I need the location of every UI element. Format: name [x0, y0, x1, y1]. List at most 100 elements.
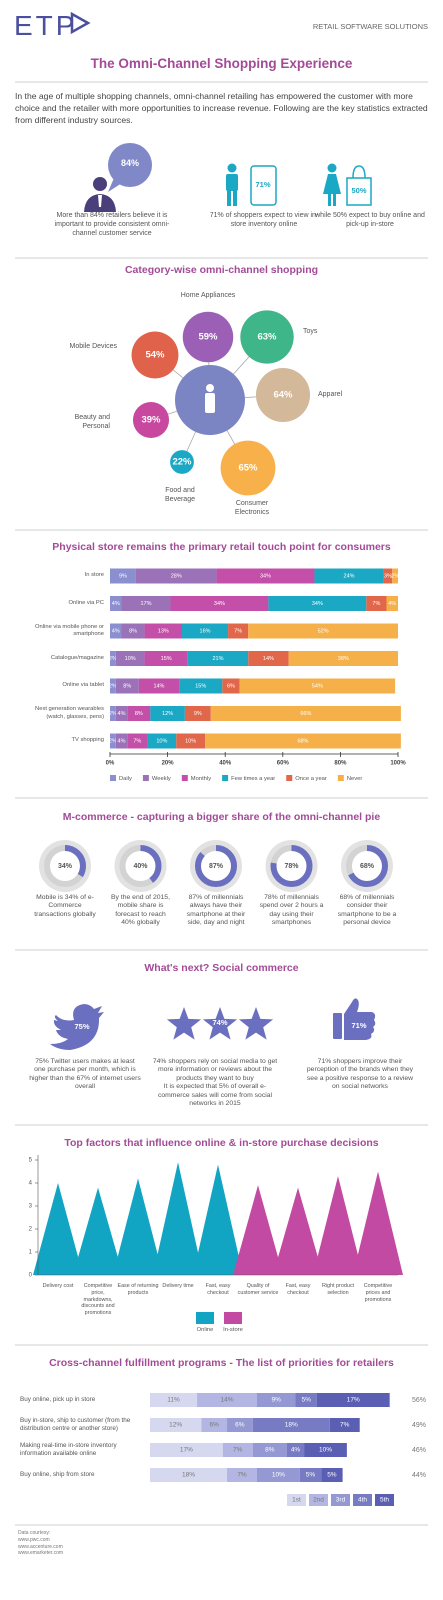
bubble-category: Food and Beverage [165, 487, 195, 503]
star-icon [166, 1007, 202, 1040]
row-label: Buy in-store, ship to customer (from the… [20, 1417, 131, 1432]
bar-segment [110, 623, 122, 639]
bar-label: 14% [263, 656, 274, 662]
bar-label: 4% [118, 711, 126, 717]
bar-segment [248, 623, 398, 639]
section-title: What's next? Social commerce [144, 962, 299, 974]
logo: ETP [14, 10, 78, 41]
section-title: Cross-channel fulfillment programs - The… [49, 1357, 394, 1369]
speech-bubble [108, 143, 152, 192]
social-caption: 74% shoppers rely on social media to get… [152, 1058, 278, 1108]
bar-segment [135, 568, 217, 584]
legend-swatch [287, 1494, 306, 1506]
legend-swatch [181, 775, 188, 781]
bar-segment [150, 1418, 202, 1432]
y-tick-label: 0 [29, 1273, 33, 1279]
bar-segment [110, 568, 136, 584]
bar-segment [383, 568, 393, 584]
bar-segment [110, 678, 116, 694]
legend-swatch [222, 775, 229, 781]
legend-swatch [142, 775, 149, 781]
legend-label: In-store [223, 1327, 243, 1333]
social-value: 74% [212, 1018, 228, 1027]
legend-label: Online [196, 1327, 214, 1333]
x-tick-label: 80% [334, 761, 347, 767]
bar-label: 66% [300, 711, 311, 717]
social-value: 75% [74, 1022, 90, 1031]
y-tick-label: 2 [29, 1227, 33, 1233]
bar-label: 10% [319, 1447, 332, 1454]
donut-arc [346, 845, 388, 887]
section-title: Category-wise omni-channel shopping [124, 264, 319, 276]
legend-swatch [353, 1494, 372, 1506]
bar-segment [147, 733, 177, 749]
bubble-label: 63% [257, 332, 277, 343]
bar-label: 5% [327, 1472, 337, 1479]
bar-segment [127, 733, 148, 749]
bar-label: 2% [109, 683, 117, 689]
bar-segment [144, 623, 182, 639]
donut-arc [44, 845, 86, 887]
bar-label: 8% [123, 683, 131, 689]
bar-segment [115, 733, 128, 749]
legend-label: 5th [380, 1497, 389, 1504]
donut-label: 87% [209, 863, 224, 870]
bar-label: 2% [391, 573, 399, 579]
bubble [240, 310, 294, 364]
bar-segment [110, 733, 116, 749]
bar-segment [314, 568, 384, 584]
bar-segment [257, 1468, 300, 1482]
bar-segment [252, 1418, 330, 1432]
bubble [255, 367, 311, 423]
bar-segment [121, 623, 145, 639]
bar-label: 15% [195, 683, 206, 689]
bar-segment [299, 1468, 322, 1482]
bubble-label: 54% [145, 350, 165, 361]
donut-label: 34% [58, 863, 73, 870]
bar-segment [268, 596, 367, 611]
bar-label: 4% [291, 1447, 301, 1454]
legend-swatch [337, 775, 344, 781]
bar-label: 8% [129, 628, 137, 634]
footer-label: Data courtesy: [18, 1530, 51, 1536]
woman-icon [323, 163, 341, 206]
bar-segment [227, 1468, 257, 1482]
bar-segment [110, 706, 116, 721]
bar-label: 18% [182, 1472, 195, 1479]
bar-segment [179, 678, 223, 694]
bar-segment [248, 651, 289, 666]
triangle [33, 1183, 83, 1275]
bubble-label: 22% [172, 457, 192, 468]
legend-swatch [110, 775, 116, 781]
x-tick-label: 40% [219, 761, 232, 767]
donut-arc [195, 845, 237, 887]
bubble-label: 39% [141, 415, 161, 426]
bar-label: 6% [209, 1422, 219, 1429]
legend-label: 2nd [313, 1497, 324, 1504]
bar-label: 15% [161, 656, 172, 662]
bar-segment [115, 706, 128, 721]
x-category: Fast, easy checkout [205, 1283, 231, 1296]
bar-segment [150, 1443, 223, 1457]
bar-segment [127, 706, 151, 721]
bar-label: 10% [272, 1472, 285, 1479]
row-label: TV shopping [71, 737, 104, 744]
bar-segment [115, 678, 139, 694]
bar-label: 3% [384, 573, 392, 579]
footer-source: www.emarketer.com [18, 1550, 64, 1556]
bar-label: 17% [347, 1397, 360, 1404]
section-title: Physical store remains the primary retai… [52, 541, 391, 553]
bar-segment [115, 651, 145, 666]
bar-label: 34% [214, 601, 225, 607]
legend-label: Never [347, 776, 363, 782]
bar-label: 4% [112, 628, 120, 634]
bar-label: 7% [234, 628, 242, 634]
row-label: Next generation wearables (watch, glasse… [35, 706, 104, 720]
twitter-icon [50, 1004, 104, 1050]
legend-swatch [196, 1312, 214, 1324]
tablet-icon [250, 165, 277, 206]
bar-label: 4% [112, 601, 120, 607]
bar-label: 8% [265, 1447, 275, 1454]
man-icon [226, 163, 238, 206]
